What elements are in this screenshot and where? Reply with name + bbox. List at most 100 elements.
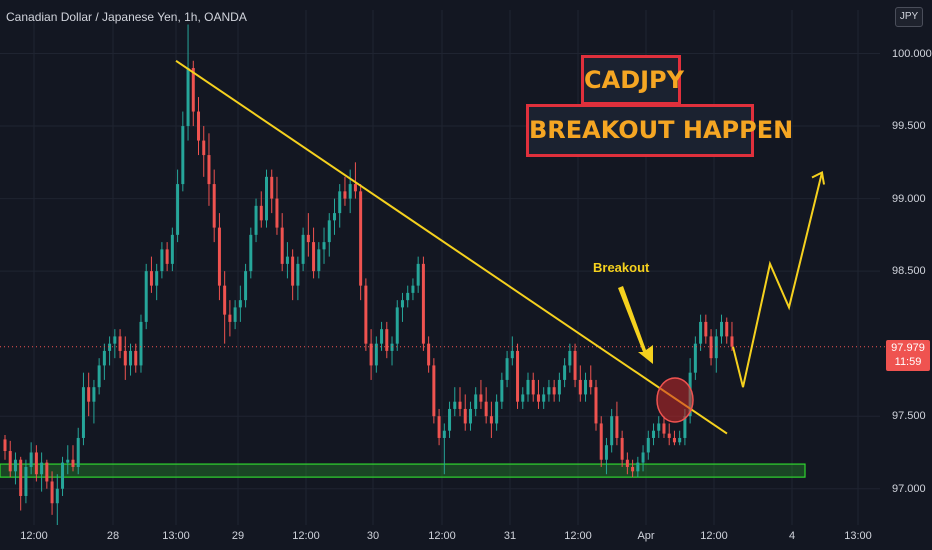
candle-body [662,423,666,434]
candle-body [332,213,336,221]
candle-body [411,285,415,293]
candle-body [301,234,305,264]
candle-body [139,321,143,366]
candle-body [568,350,572,366]
candle-body [547,387,551,395]
candle-body [92,387,96,402]
breakout-circle [656,377,694,423]
candle-body [191,68,195,112]
candle-body [186,68,190,127]
candle-body [646,437,650,453]
candle-body [197,111,201,141]
banner-breakout: BREAKOUT HAPPEN [526,104,793,157]
breakout-arrow [618,286,653,364]
candle-body [108,343,112,351]
candle-body [369,343,373,366]
candle-body [228,314,232,322]
candle-body [317,249,321,272]
candle-body [395,307,399,344]
candle-body [45,462,49,482]
candle-body [249,234,253,272]
candle-body [61,462,65,489]
candle-body [176,184,180,235]
candle-body [615,416,619,438]
candle-body [468,408,472,424]
candle-body [217,227,221,286]
candle-body [134,350,138,366]
candle-body [667,433,671,438]
candle-body [40,462,44,475]
candle-body [238,300,242,308]
candle-body [275,198,279,228]
y-tick-label: 98.500 [892,265,926,278]
candle-body [380,329,384,344]
candle-body [270,176,274,199]
x-tick-label: 12:00 [700,530,728,542]
candle-body [364,285,368,344]
candle-body [526,379,530,395]
trendline [175,59,728,435]
candle-body [578,379,582,395]
x-tick-label: 29 [231,530,245,542]
x-tick-label: 12:00 [564,530,592,542]
candle-body [400,300,404,308]
candle-body [223,285,227,315]
candle-body [81,387,85,438]
candle-body [458,401,462,409]
candle-body [500,379,504,402]
candle-body [265,176,268,221]
candle-body [296,263,300,286]
candle-body [730,336,734,347]
projection-arrowhead [811,170,825,185]
candle-body [170,234,174,264]
candle-body [233,307,237,322]
candle-body [87,387,91,402]
candle-body [390,343,394,351]
x-tick-label: 13:00 [844,530,872,542]
candle-body [254,205,258,235]
candle-body [343,191,347,199]
y-tick-label: 99.000 [892,192,926,205]
candle-body [76,437,80,467]
candle-body [19,459,23,496]
candle-body [531,379,535,395]
candle-body [495,401,499,424]
candle-body [442,430,446,438]
candle-body [416,263,420,286]
candle-body [484,401,488,417]
candle-body [285,256,289,264]
currency-badge[interactable]: JPY [895,7,923,27]
candle-body [421,263,425,344]
candle-body [672,437,676,443]
candle-body [505,358,509,380]
candle-body [165,249,169,264]
candle-body [536,394,540,402]
x-tick-label: 12:00 [292,530,320,542]
candle-body [631,466,635,472]
candle-body [625,459,629,467]
y-tick-label: 97.000 [892,482,926,495]
candle-body [259,205,263,221]
breakout-label: Breakout [593,260,650,275]
candle-body [521,394,525,402]
banner-symbol: CADJPY [581,55,684,105]
candle-body [432,365,436,417]
candle-body [202,140,206,156]
candle-body [113,336,117,344]
candle-body [463,408,467,424]
candle-body [406,292,410,301]
candle-body [244,271,248,301]
bar-countdown: 11:59 [894,356,922,368]
candle-body [71,459,75,467]
candle-body [24,466,28,496]
candle-body [338,191,342,214]
x-tick-label: Apr [637,530,655,542]
candle-body [453,401,457,409]
candle-body [683,416,687,438]
candle-body [385,329,389,351]
x-tick-label: 31 [503,530,517,542]
candle-body [610,416,614,446]
candle-body [3,439,7,452]
candle-body [573,350,577,380]
